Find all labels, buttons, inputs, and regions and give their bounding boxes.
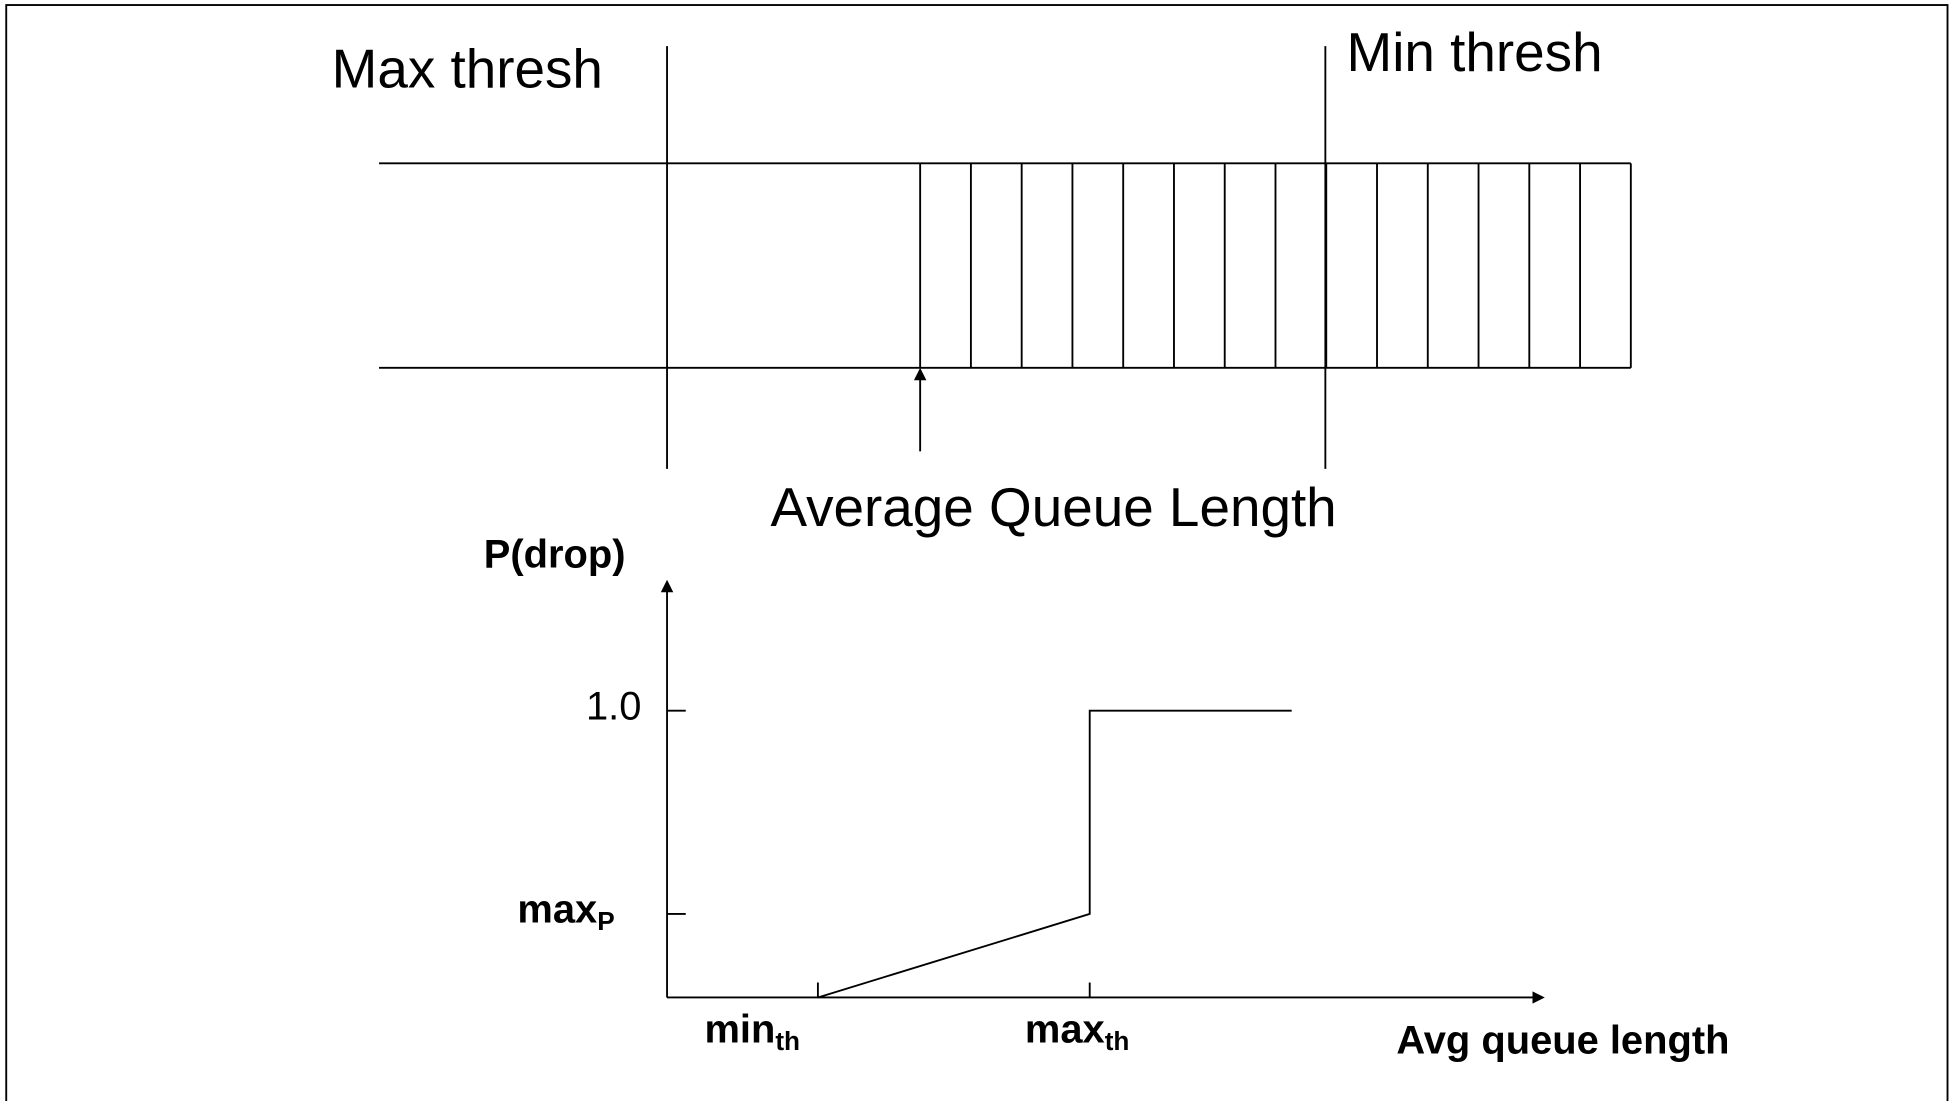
drop-curve xyxy=(817,709,1292,999)
min-thresh-label: Min thresh xyxy=(1347,21,1603,83)
x-axis-label: Avg queue length xyxy=(1396,1019,1729,1063)
label-main: max xyxy=(517,888,597,932)
x-max-label: maxth xyxy=(1025,1007,1130,1055)
label-sub: th xyxy=(775,1026,800,1056)
max-thresh-label: Max thresh xyxy=(332,37,603,99)
y-mid-label: maxP xyxy=(517,888,614,936)
y-axis-label: P(drop) xyxy=(484,532,626,576)
queue-axis-label: Average Queue Length xyxy=(771,476,1337,538)
label-main: max xyxy=(1025,1007,1105,1051)
drop-graph xyxy=(660,579,1545,1004)
queue xyxy=(379,46,1632,469)
border xyxy=(5,4,1949,1101)
queue-cells xyxy=(919,163,1632,368)
label-main: min xyxy=(704,1007,775,1051)
label-sub: th xyxy=(1105,1026,1130,1056)
label-sub: P xyxy=(597,906,614,936)
x-min-label: minth xyxy=(704,1007,800,1055)
y-top-label: 1.0 xyxy=(586,684,641,728)
